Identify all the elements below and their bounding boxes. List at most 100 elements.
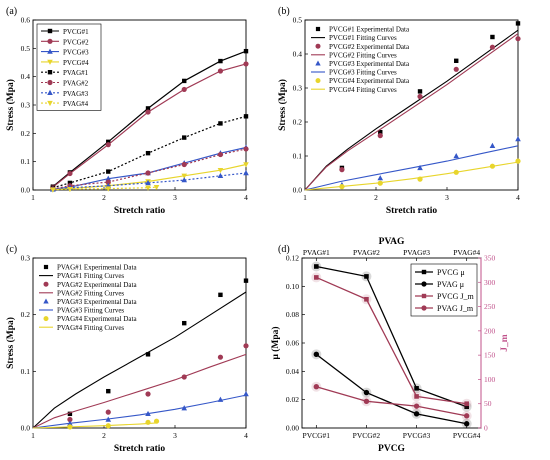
data-point — [243, 114, 249, 119]
data-point — [489, 44, 496, 50]
legend-label: PVAG#2 — [63, 80, 89, 88]
data-point — [181, 177, 188, 183]
series-line — [32, 394, 247, 429]
series-group — [50, 114, 249, 190]
y-tick-label: 0.00 — [286, 424, 299, 433]
legend-label: PVAG#1 — [63, 69, 89, 77]
x-tick-label: 4 — [244, 193, 248, 202]
data-point — [413, 403, 420, 409]
legend-label: PVAG#2 Experimental Data — [57, 281, 137, 289]
y-tick-label: 0.5 — [21, 44, 31, 53]
data-point — [243, 170, 249, 176]
data-point — [153, 184, 160, 191]
legend-label: PVAG#4 Experimental Data — [57, 315, 137, 323]
legend-label: PVAG#4 — [63, 100, 89, 108]
series-line — [304, 145, 519, 191]
top-x-tick-label: PVAG#4 — [453, 248, 480, 257]
y-tick-label: 0.04 — [286, 367, 299, 376]
data-point — [364, 274, 369, 279]
data-point — [417, 93, 423, 100]
x-tick-label: PVCG#4 — [453, 431, 481, 440]
data-point — [377, 175, 384, 181]
legend-marker — [47, 28, 53, 34]
legend: PVCG μ PVAG μ PVCG J_m PVAG J_m — [410, 263, 478, 317]
legend-marker — [43, 264, 49, 270]
x-tick-label: PVCG#1 — [303, 431, 331, 440]
data-point — [106, 388, 111, 394]
data-point — [181, 161, 187, 168]
legend-label: PVCG#4 Fitting Curves — [329, 86, 397, 94]
data-point — [515, 21, 521, 26]
data-point — [515, 36, 521, 42]
data-point — [218, 292, 223, 298]
legend-label: PVCG#1 — [63, 28, 89, 36]
y-right-tick-label: 0 — [484, 424, 488, 433]
panel-label: (d) — [278, 244, 290, 255]
data-point — [106, 139, 111, 145]
data-point — [105, 175, 112, 181]
legend-label: PVAG#4 Fitting Curves — [57, 324, 124, 332]
y-tick-label: 0.2 — [21, 310, 31, 319]
y-tick-label: 0.0 — [293, 186, 303, 195]
data-point — [105, 142, 111, 148]
y-tick-label: 0.0 — [21, 186, 31, 195]
data-point — [217, 68, 224, 74]
legend-label: PVCG#2 Fitting Curves — [329, 51, 397, 59]
series-line — [315, 353, 467, 425]
series-group — [304, 161, 519, 191]
legend-marker — [47, 89, 53, 95]
y-axis-title: μ (Mpa) — [270, 326, 281, 359]
y-tick-label: 0.3 — [21, 101, 31, 110]
data-point — [378, 130, 383, 135]
legend-label: PVAG μ — [437, 280, 464, 289]
x-tick-label: 2 — [102, 193, 106, 202]
series-line — [316, 276, 467, 405]
data-point — [50, 187, 56, 193]
data-point — [182, 135, 187, 140]
x-axis-title: Stretch ratio — [386, 206, 438, 216]
x-tick-label: 1 — [31, 193, 35, 202]
plot-frame — [32, 257, 247, 429]
data-point — [67, 180, 73, 186]
data-point — [243, 146, 249, 152]
data-point — [67, 186, 73, 193]
data-point — [417, 89, 423, 94]
panel-b: (b) 1 2 3 4 0.0 0.1 0.2 0.3 0.4 0.5 Stretch ratio St… — [277, 6, 521, 216]
data-point — [105, 179, 111, 185]
series-group — [339, 36, 521, 173]
y-tick-label: 0.4 — [21, 72, 31, 81]
data-point — [145, 419, 151, 425]
legend-label: PVCG#3 Fitting Curves — [329, 69, 397, 77]
y-axis-title: Stress (Mpa) — [5, 79, 16, 131]
series-group — [304, 29, 519, 191]
legend-marker — [43, 298, 49, 304]
data-point — [182, 320, 187, 326]
data-point — [453, 153, 460, 159]
legend-marker — [421, 281, 427, 287]
y-right-tick-label: 50 — [484, 399, 492, 408]
y-axis-title: Stress (Mpa) — [5, 317, 16, 369]
legend-label: PVCG#4 — [63, 59, 89, 67]
panel-c: (c) 1 2 3 4 0.0 0.1 0.2 0.3 Stretch ratio Stress (… — [5, 244, 249, 454]
legend-label: PVAG J_m — [437, 304, 474, 313]
legend-label: PVAG#3 — [63, 90, 89, 98]
legend-marker — [47, 79, 53, 86]
legend-marker — [43, 316, 49, 322]
series-line — [304, 29, 519, 191]
legend-marker — [47, 59, 53, 65]
data-point — [67, 170, 73, 177]
data-point — [413, 411, 420, 417]
x-tick-label: 3 — [173, 431, 177, 440]
legend-marker — [43, 281, 49, 287]
y-tick-label: 0.0 — [21, 424, 31, 433]
x-tick-label: 2 — [102, 431, 106, 440]
series-group — [311, 272, 472, 409]
data-point — [464, 401, 469, 407]
y-right-axis-title: J_m — [500, 334, 510, 352]
data-point — [218, 121, 223, 126]
y-tick-label: 0.5 — [293, 16, 303, 25]
data-point — [218, 58, 223, 64]
